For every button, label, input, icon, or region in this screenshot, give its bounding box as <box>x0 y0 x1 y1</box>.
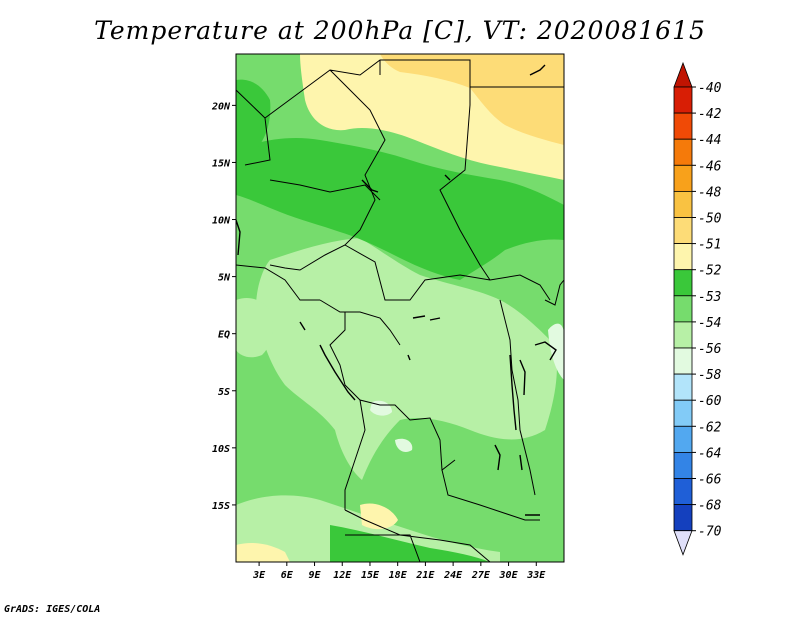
colorbar-label: -60 <box>698 394 722 409</box>
latitude-axis: 20N 15N 10N 5N EQ 5S 10S 15S <box>211 101 236 512</box>
colorbar-swatch <box>673 504 693 532</box>
lon-tick-label: 6E <box>281 570 294 581</box>
grads-credit: GrADS: IGES/COLA <box>4 604 101 615</box>
colorbar-swatch <box>673 321 693 349</box>
field-region-52-north <box>236 138 564 280</box>
colorbar-label: -66 <box>698 473 722 488</box>
field-region-52-south <box>330 525 490 562</box>
field-region-54-central <box>255 238 557 480</box>
lon-tick-label: 21E <box>415 570 435 581</box>
temperature-field <box>236 54 564 562</box>
colorbar-label: -48 <box>698 185 722 200</box>
lat-tick-label: 5N <box>218 273 231 284</box>
colorbar-label: -44 <box>698 133 721 148</box>
colorbar-label: -50 <box>698 212 722 227</box>
map-title: Temperature at 200hPa [C], VT: 202008161… <box>94 16 706 45</box>
colorbar-swatch <box>673 451 693 479</box>
lon-tick-label: 9E <box>309 570 322 581</box>
colorbar-swatch <box>673 86 693 114</box>
colorbar-label: -40 <box>698 81 722 96</box>
colorbar-legend: -40 -42 -44 -46 -48 -50 -51 -52 -53 -54 -56 -58 -60 -… <box>673 61 722 556</box>
colorbar-swatch <box>673 243 693 271</box>
colorbar-label: -42 <box>698 107 722 122</box>
lat-tick-label: 15S <box>212 501 230 512</box>
lon-tick-label: 30E <box>499 570 519 581</box>
lat-tick-label: 10S <box>212 444 230 455</box>
colorbar-label: -54 <box>698 316 721 331</box>
lon-tick-label: 18E <box>389 570 408 581</box>
lon-tick-label: 24E <box>443 570 463 581</box>
longitude-axis: 3E 6E 9E 12E 15E 18E 21E 24E 27E 30E 33E <box>252 562 546 581</box>
lon-tick-label: 12E <box>333 570 352 581</box>
colorbar-label: -53 <box>698 290 721 305</box>
colorbar-bottom-arrow <box>673 530 693 556</box>
field-region-56-a <box>370 400 392 416</box>
coastline <box>236 64 557 516</box>
colorbar-swatch <box>673 347 693 375</box>
colorbar-label: -70 <box>698 525 722 540</box>
field-region-52-west <box>236 79 271 150</box>
field-region-50-north <box>380 54 564 145</box>
colorbar-label: -52 <box>698 264 722 279</box>
lon-tick-label: 33E <box>526 570 546 581</box>
lat-tick-label: 20N <box>211 101 231 112</box>
colorbar-swatch <box>673 478 693 506</box>
colorbar-swatch <box>673 138 693 166</box>
field-region-54-south <box>236 495 500 562</box>
field-region-54-west <box>236 298 273 358</box>
lat-tick-label: 5S <box>218 387 230 398</box>
colorbar-label: -58 <box>698 368 722 383</box>
lat-tick-label: 10N <box>212 216 231 227</box>
colorbar-swatch <box>673 217 693 245</box>
field-region-51-south2 <box>360 503 398 530</box>
colorbar-swatch <box>673 112 693 140</box>
colorbar-top-arrow <box>673 61 693 88</box>
lon-tick-label: 27E <box>471 570 491 581</box>
lon-tick-label: 15E <box>361 570 380 581</box>
colorbar-label: -56 <box>698 342 722 357</box>
field-region-56-b <box>395 438 413 452</box>
colorbar-label: -46 <box>698 159 722 174</box>
colorbar-swatch <box>673 164 693 192</box>
colorbar-label: -62 <box>698 420 722 435</box>
colorbar-swatch <box>673 425 693 453</box>
field-region-56-c <box>548 323 564 380</box>
colorbar-swatch <box>673 399 693 427</box>
colorbar-swatch <box>673 295 693 323</box>
border-line <box>236 59 564 562</box>
lat-tick-label: 15N <box>212 158 231 169</box>
plot-frame <box>235 53 565 563</box>
lat-tick-label: EQ <box>218 330 230 341</box>
field-region-51-south <box>236 542 290 562</box>
colorbar-swatch <box>673 373 693 401</box>
colorbar-swatch <box>673 269 693 297</box>
colorbar-label: -51 <box>698 238 721 253</box>
colorbar-label: -64 <box>698 446 721 461</box>
colorbar-label: -68 <box>698 499 722 514</box>
lon-tick-label: 3E <box>252 570 266 581</box>
country-borders <box>236 59 564 562</box>
colorbar-swatch <box>673 190 693 218</box>
